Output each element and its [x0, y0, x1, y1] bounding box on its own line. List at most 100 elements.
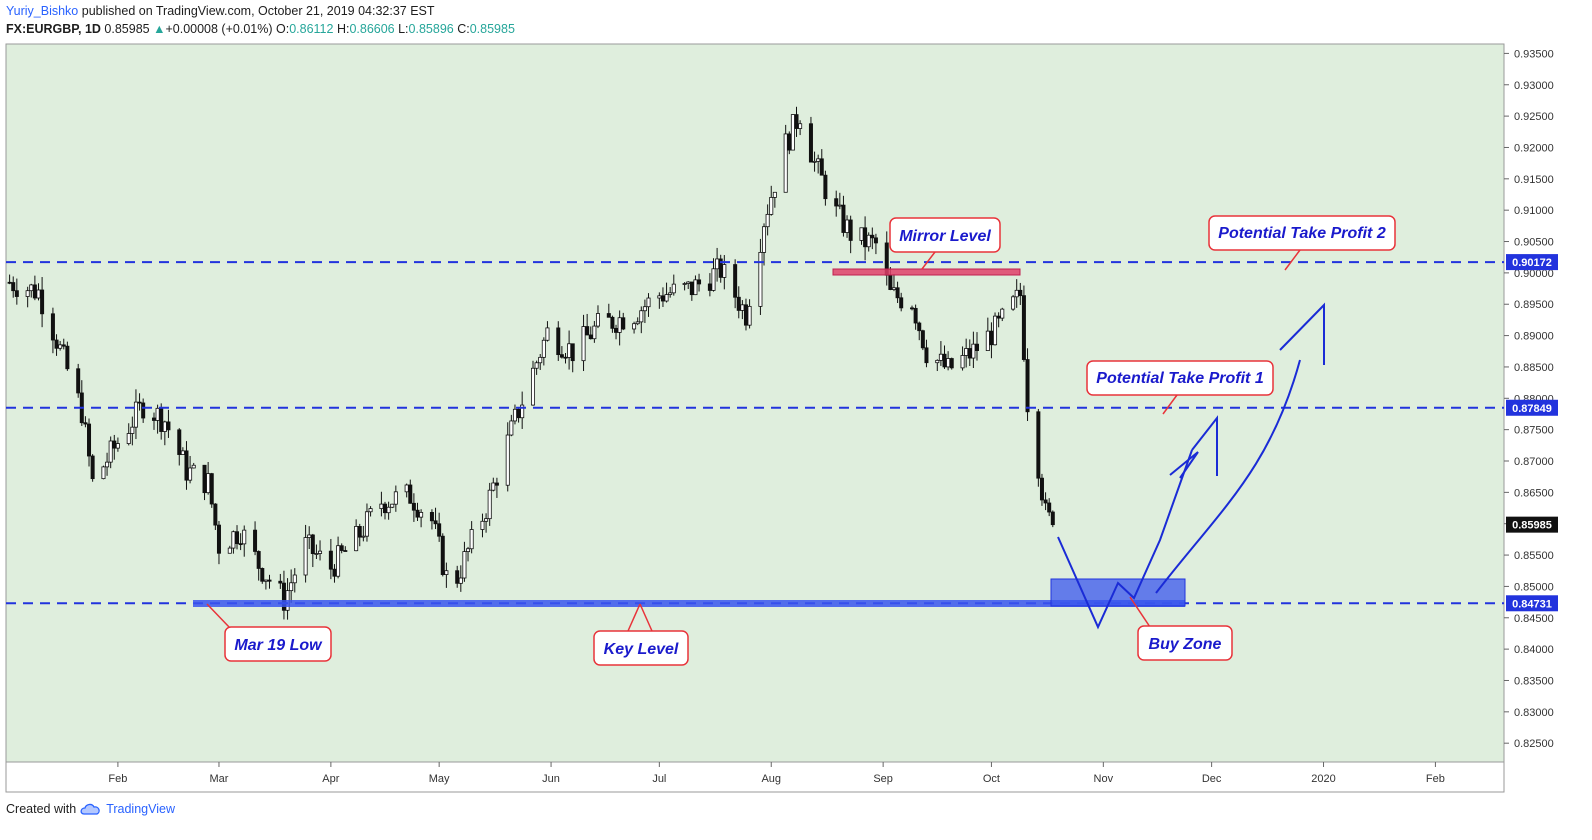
last-price: 0.85985	[104, 22, 150, 36]
candle-body	[328, 550, 333, 570]
candle-body	[130, 426, 135, 434]
publish-info: Yuriy_Bishko published on TradingView.co…	[6, 4, 435, 18]
candle-body	[841, 204, 846, 233]
x-tick-label: Aug	[761, 773, 781, 785]
author-link[interactable]: Yuriy_Bishko	[6, 4, 79, 18]
candle-body	[314, 553, 319, 555]
candle-body	[336, 545, 341, 577]
candle-body	[368, 508, 373, 513]
candle-body	[819, 158, 824, 176]
candle-body	[361, 535, 366, 538]
candle-body	[942, 353, 947, 368]
x-tick-label: Oct	[983, 773, 1000, 785]
candle-body	[588, 334, 593, 340]
candle-body	[242, 529, 247, 545]
candle-body	[1043, 499, 1048, 504]
callout-buy-zone-text: Buy Zone	[1149, 636, 1222, 653]
candle-body	[516, 408, 521, 419]
candle-body	[996, 315, 1001, 319]
candle-body	[404, 484, 409, 493]
candle-body	[910, 307, 915, 310]
candle-body	[693, 279, 698, 296]
candle-body	[487, 489, 492, 520]
candle-body	[184, 450, 189, 481]
candle-body	[960, 355, 965, 369]
candle-body	[541, 339, 546, 358]
candles-layer	[7, 106, 1055, 620]
open-label: O:	[275, 22, 290, 36]
time-axis[interactable]: Feb Mar Apr May Jun Jul Aug Sep Oct Nov Dec 2020 Feb	[108, 762, 1445, 785]
candle-body	[895, 287, 900, 299]
candle-body	[177, 429, 182, 455]
y-tick-label: 0.83000	[1514, 707, 1554, 719]
candle-body	[520, 404, 525, 419]
candle-body	[108, 440, 113, 463]
callout-key-level: Key Level	[593, 603, 689, 666]
candle-body	[238, 543, 243, 546]
candle-body	[444, 570, 449, 575]
y-tick-label: 0.90000	[1514, 268, 1554, 280]
candle-body	[610, 316, 615, 329]
projection-path-main	[1057, 449, 1193, 630]
tradingview-brand[interactable]: TradingView	[106, 802, 175, 816]
candle-body	[534, 362, 539, 369]
candle-body	[379, 503, 384, 509]
candle-body	[538, 356, 543, 364]
candle-body	[949, 358, 954, 369]
ohlc-legend: FX:EURGBP, 1D 0.85985 ▲+0.00008 (+0.01%)…	[6, 22, 515, 36]
candle-body	[816, 158, 821, 162]
mirror-level-zone	[832, 268, 1021, 276]
x-tick-label: 2020	[1311, 773, 1335, 785]
candle-body	[166, 421, 171, 431]
candle-body	[112, 440, 117, 449]
candle-body	[697, 279, 702, 285]
candle-body	[718, 258, 723, 278]
created-with-label: Created with	[6, 802, 77, 816]
candle-body	[848, 219, 853, 241]
callout-mirror-level-text: Mirror Level	[899, 228, 991, 245]
x-tick-label: Nov	[1094, 773, 1114, 785]
candle-body	[859, 227, 864, 241]
candle-body	[433, 520, 438, 525]
candle-body	[480, 520, 485, 530]
last-price-tag: 0.85985	[1512, 520, 1552, 532]
candle-body	[318, 550, 323, 554]
candle-body	[364, 511, 369, 537]
y-tick-label: 0.91500	[1514, 174, 1554, 186]
candle-body	[90, 455, 95, 480]
candle-body	[913, 307, 918, 324]
y-tick-label: 0.87500	[1514, 425, 1554, 437]
candle-body	[206, 473, 211, 494]
candle-body	[758, 251, 763, 307]
candle-body	[635, 321, 640, 325]
level-price-tag: 0.90172	[1512, 257, 1552, 269]
candle-body	[707, 283, 712, 291]
candle-body	[40, 289, 45, 315]
candle-body	[115, 443, 120, 449]
candle-body	[866, 234, 871, 248]
y-tick-label: 0.93500	[1514, 48, 1554, 60]
candle-body	[386, 506, 391, 514]
candle-body	[531, 367, 536, 406]
x-tick-label: Sep	[873, 773, 893, 785]
candle-body	[76, 368, 81, 394]
candle-body	[581, 326, 586, 362]
candle-body	[812, 160, 817, 163]
candle-body	[155, 407, 160, 421]
high-label: H:	[336, 22, 350, 36]
candle-body	[1039, 477, 1044, 501]
candle-body	[505, 434, 510, 486]
candle-body	[657, 295, 662, 299]
candle-body	[924, 347, 929, 364]
candle-body	[935, 359, 940, 364]
candle-body	[1021, 295, 1026, 360]
candle-body	[722, 264, 727, 278]
candle-body	[292, 574, 297, 584]
candle-body	[354, 526, 359, 552]
candle-body	[787, 133, 792, 151]
candle-body	[1036, 411, 1041, 479]
price-axis[interactable]: 0.93500 0.93000 0.92500 0.92000 0.91500 0.910…	[1504, 48, 1554, 750]
callout-mar19-low-text: Mar 19 Low	[234, 637, 323, 654]
candle-body	[671, 283, 676, 294]
